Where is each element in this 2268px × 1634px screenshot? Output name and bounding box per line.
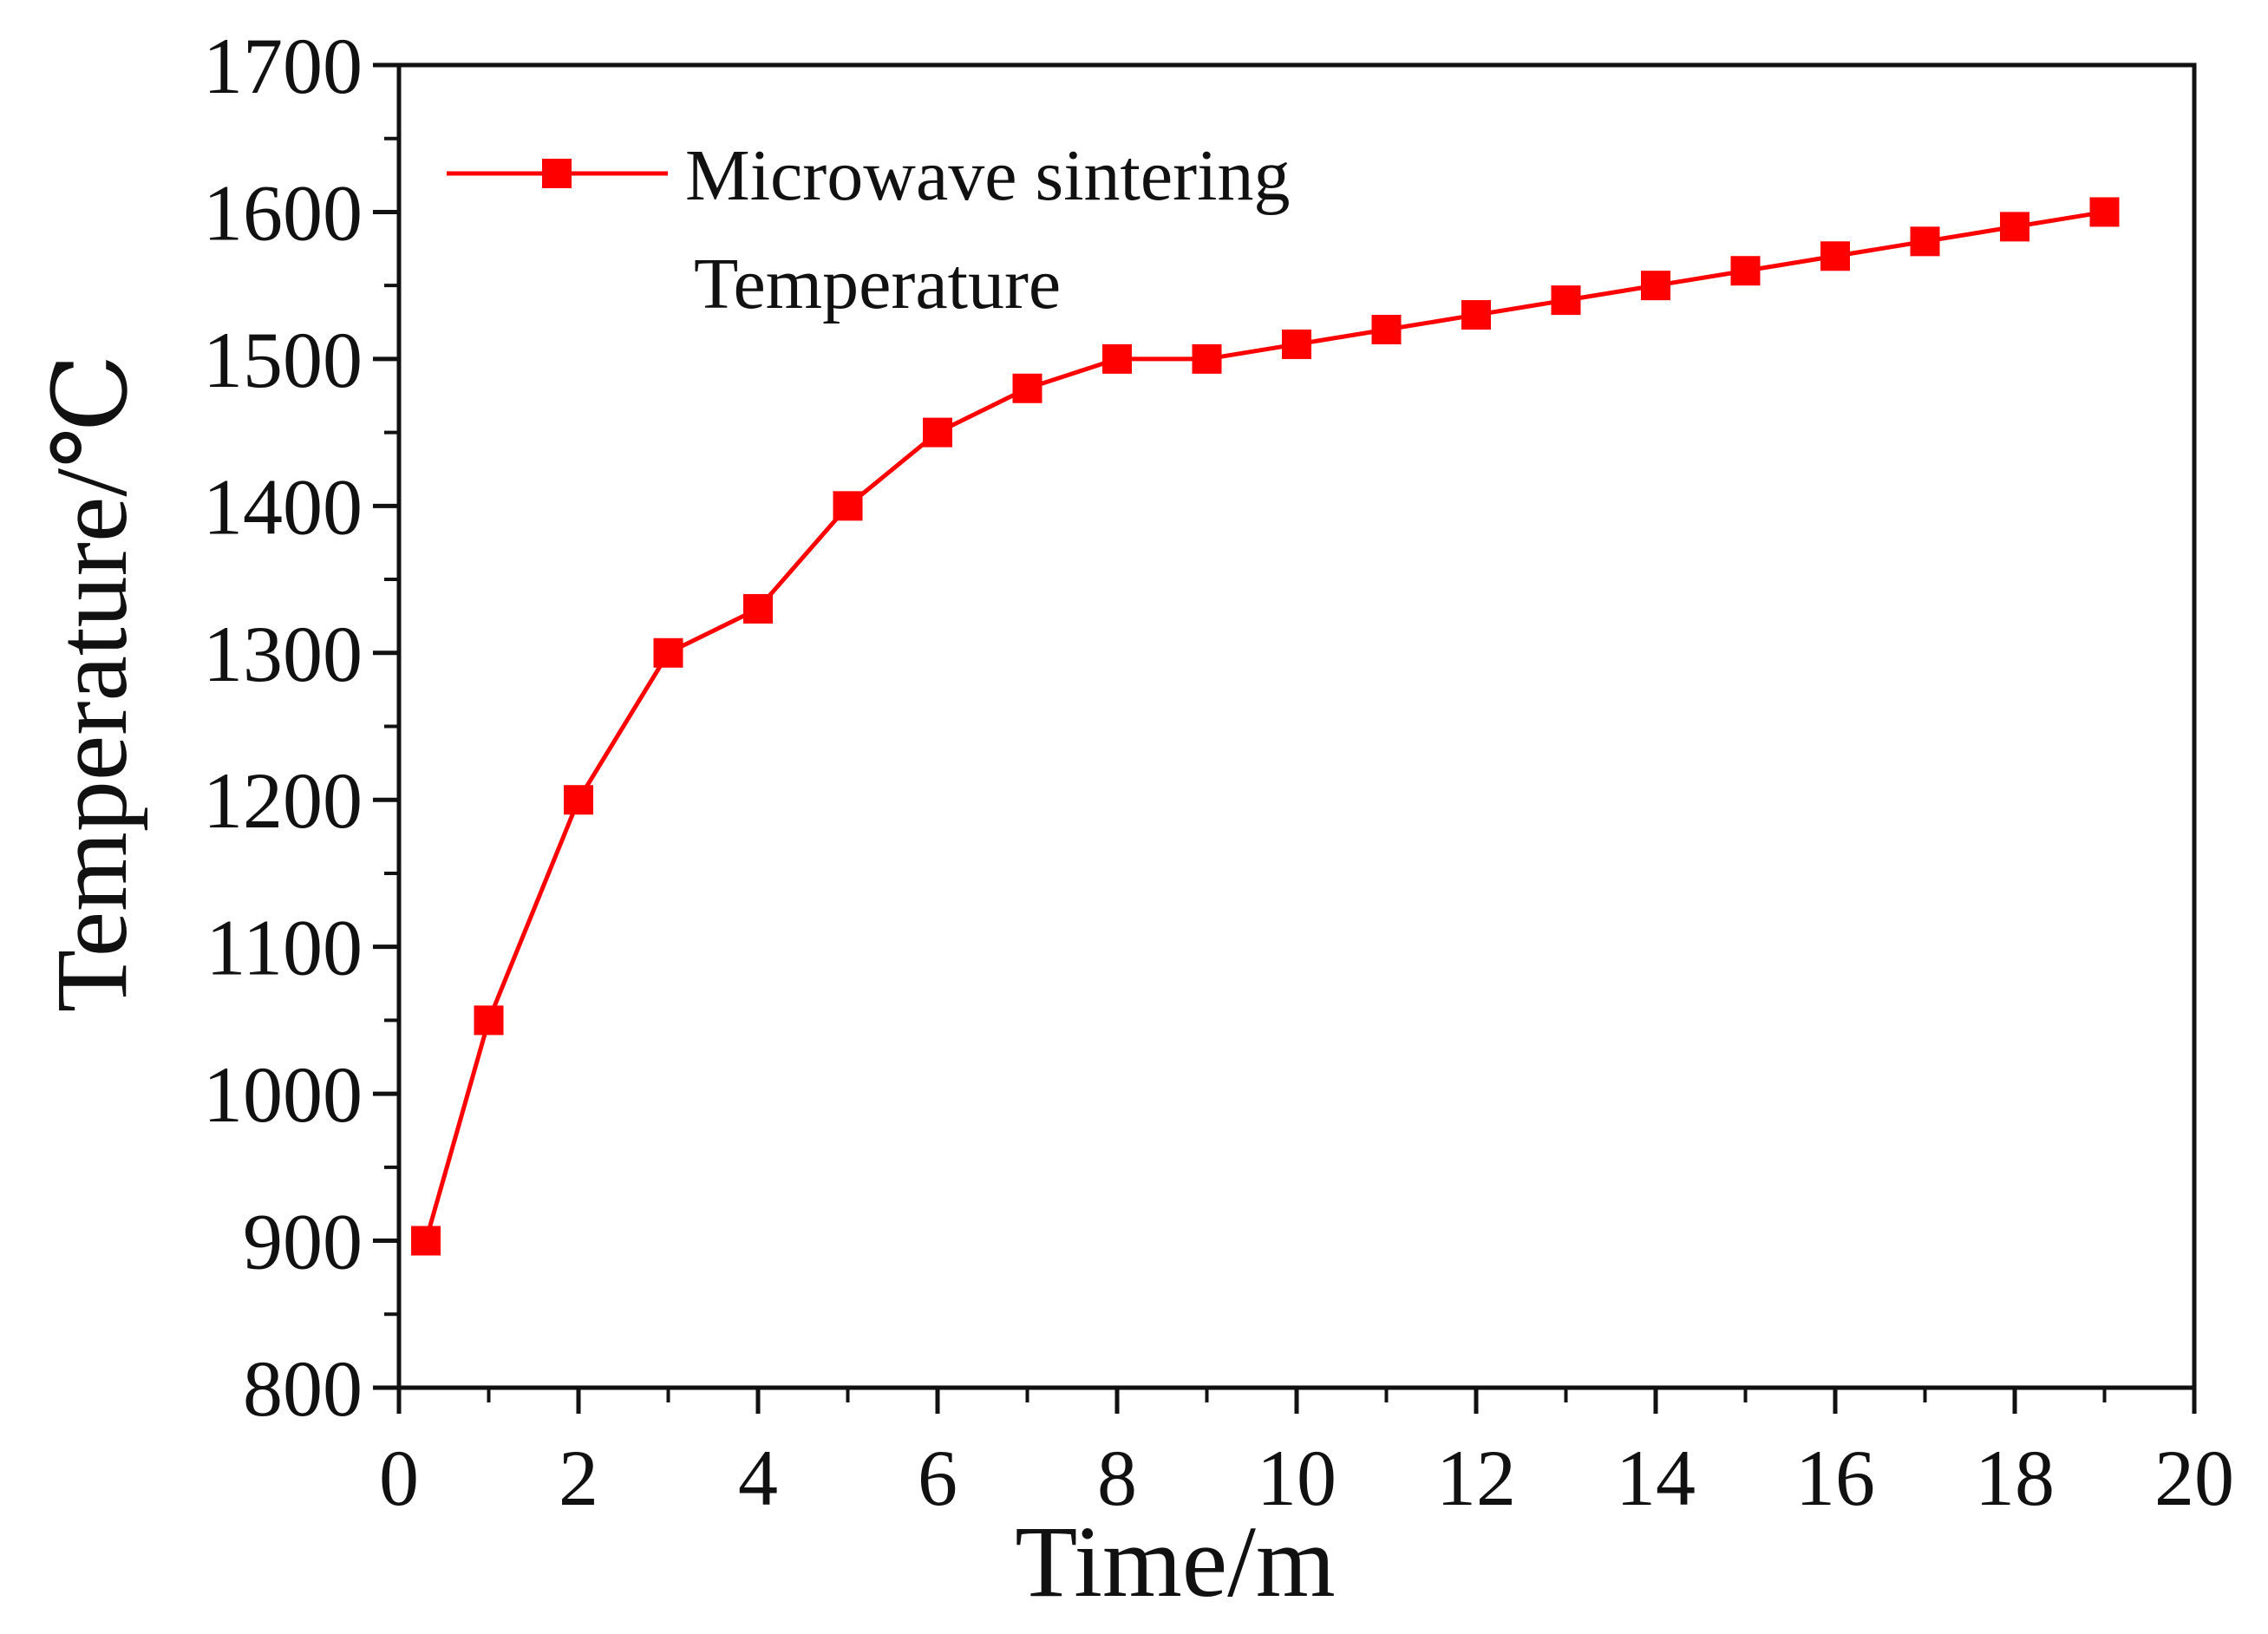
x-tick-label: 10 (1257, 1434, 1337, 1522)
x-tick-label: 14 (1616, 1434, 1696, 1522)
y-tick-label: 1700 (203, 22, 363, 110)
data-point (743, 593, 773, 624)
x-axis-title: Time/m (1015, 1505, 1335, 1618)
data-point (833, 491, 863, 521)
data-point (1730, 256, 1761, 286)
y-tick-label: 1200 (203, 756, 363, 845)
y-tick-label: 1400 (203, 462, 363, 551)
legend-label-line2: Temperature (694, 244, 1061, 324)
data-point (1012, 373, 1042, 403)
data-point (1371, 315, 1402, 344)
y-tick-label: 1000 (203, 1050, 363, 1139)
data-point (411, 1226, 441, 1256)
y-axis-ticks: 800 900 1000 1100 1200 1300 1400 1500 1600 1700 (203, 22, 399, 1433)
data-point (2089, 197, 2120, 227)
x-axis-ticks: 0 2 4 6 8 10 12 14 16 18 20 (379, 1388, 2234, 1522)
series-layer (411, 197, 2120, 1256)
y-tick-label: 1500 (203, 316, 363, 404)
x-tick-label: 0 (379, 1434, 419, 1522)
data-point (1820, 241, 1850, 271)
y-tick-label: 1100 (206, 904, 363, 992)
y-tick-label: 1600 (203, 168, 363, 257)
y-tick-label: 900 (243, 1198, 363, 1286)
legend: Microwave sintering Temperature (447, 135, 1290, 324)
x-tick-label: 6 (918, 1434, 958, 1522)
y-tick-label: 800 (243, 1344, 363, 1433)
x-tick-label: 2 (559, 1434, 598, 1522)
data-point (1461, 300, 1491, 330)
x-tick-label: 8 (1097, 1434, 1137, 1522)
data-point (1551, 285, 1581, 316)
plot-frame (396, 62, 2197, 1390)
data-point (564, 785, 593, 815)
y-axis-title: Temperature/℃ (35, 354, 148, 1012)
x-minor-ticks (487, 1388, 2107, 1402)
data-point (1910, 226, 1940, 257)
legend-marker (542, 159, 572, 188)
legend-label: Microwave sintering (685, 135, 1290, 216)
data-point (1282, 329, 1311, 359)
data-point (653, 637, 683, 668)
data-point (1641, 271, 1670, 301)
data-point (2000, 212, 2029, 242)
data-point (923, 417, 952, 448)
x-tick-label: 18 (1975, 1434, 2055, 1522)
x-tick-label: 4 (738, 1434, 778, 1522)
x-tick-label: 16 (1795, 1434, 1875, 1522)
series-line (423, 209, 2105, 1242)
data-point (1102, 343, 1132, 374)
x-tick-label: 12 (1436, 1434, 1516, 1522)
y-minor-ticks (384, 136, 399, 1317)
x-tick-label: 20 (2154, 1434, 2234, 1522)
data-point (474, 1005, 504, 1036)
y-tick-label: 1300 (203, 610, 363, 698)
data-point (1192, 343, 1222, 374)
